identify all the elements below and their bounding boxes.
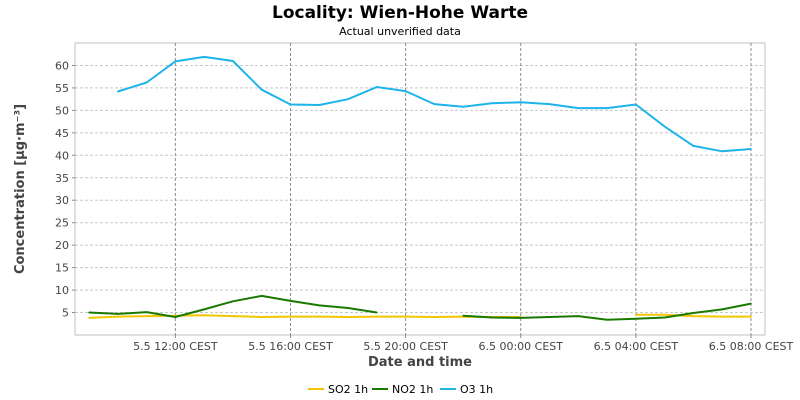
data-point <box>203 56 205 58</box>
data-point <box>174 316 177 318</box>
data-point <box>88 317 90 319</box>
data-point <box>318 315 321 318</box>
data-point <box>289 103 292 106</box>
data-point <box>692 145 695 147</box>
data-point <box>376 86 378 88</box>
data-point <box>289 300 292 302</box>
data-point <box>88 311 90 314</box>
data-point <box>750 315 752 318</box>
data-point <box>232 315 234 317</box>
data-point <box>750 148 752 150</box>
data-point <box>117 90 119 93</box>
data-point <box>289 315 292 318</box>
data-point <box>663 125 666 128</box>
y-tick-label: 20 <box>55 239 69 252</box>
data-point <box>404 315 407 318</box>
data-point <box>347 307 349 309</box>
data-point <box>203 308 205 311</box>
x-axis: 5.5 12:00 CEST 5.5 16:00 CEST 5.5 20:00 CE… <box>133 335 794 353</box>
y-tick-label: 10 <box>55 284 69 297</box>
data-point <box>692 312 695 314</box>
plot-area <box>74 42 766 336</box>
data-point <box>606 107 608 109</box>
data-point <box>145 315 148 317</box>
data-point <box>318 104 321 106</box>
data-point <box>376 311 378 314</box>
data-point <box>260 316 263 318</box>
data-point <box>721 308 723 311</box>
y-tick-label: 5 <box>62 307 69 320</box>
data-point <box>491 316 493 319</box>
series-layer <box>88 55 752 321</box>
grid-layer <box>75 43 765 335</box>
data-point <box>548 103 551 105</box>
legend-label: O3 1h <box>460 383 493 396</box>
y-tick-label: 25 <box>55 217 69 230</box>
series-no2-1h <box>88 294 752 321</box>
series-line <box>88 314 521 319</box>
y-tick-label: 55 <box>55 82 69 95</box>
data-point <box>635 103 637 106</box>
legend: SO2 1h NO2 1h O3 1h <box>308 383 493 396</box>
y-tick-label: 50 <box>55 104 69 117</box>
data-point <box>117 315 119 318</box>
data-point <box>577 315 580 317</box>
data-point <box>174 60 177 63</box>
data-point <box>433 103 436 105</box>
x-tick-label: 5.5 12:00 CEST <box>133 340 218 353</box>
data-point <box>663 316 666 319</box>
data-point <box>721 315 723 318</box>
data-point <box>232 60 234 62</box>
x-tick-label: 6.5 08:00 CEST <box>709 340 794 353</box>
data-point <box>260 295 263 297</box>
data-point <box>318 304 321 307</box>
data-point <box>548 316 551 318</box>
data-point <box>577 107 580 109</box>
x-axis-label: Date and time <box>368 355 472 370</box>
y-tick-label: 40 <box>55 149 69 162</box>
data-point <box>145 81 148 84</box>
data-point <box>635 314 637 316</box>
y-tick-label: 35 <box>55 172 69 185</box>
chart-subtitle: Actual unverified data <box>339 25 461 38</box>
y-axis: 5 10 15 20 25 30 35 40 45 50 55 60 <box>55 59 75 320</box>
data-point <box>232 300 234 303</box>
data-point <box>663 314 666 316</box>
data-point <box>433 316 436 318</box>
data-point <box>462 314 465 317</box>
x-tick-label: 5.5 16:00 CEST <box>248 340 333 353</box>
data-point <box>692 315 695 317</box>
data-point <box>260 88 263 91</box>
data-point <box>519 101 522 104</box>
data-point <box>376 315 378 318</box>
legend-label: NO2 1h <box>392 383 433 396</box>
y-tick-label: 15 <box>55 262 69 275</box>
data-point <box>117 313 119 315</box>
x-tick-label: 5.5 20:00 CEST <box>363 340 448 353</box>
data-point <box>721 150 723 153</box>
legend-label: SO2 1h <box>328 383 368 396</box>
y-tick-label: 60 <box>55 59 69 72</box>
data-point <box>145 311 148 313</box>
x-tick-label: 6.5 00:00 CEST <box>478 340 563 353</box>
data-point <box>462 106 465 108</box>
chart-title: Locality: Wien-Hohe Warte <box>272 3 528 23</box>
data-point <box>347 98 349 100</box>
data-point <box>203 314 205 317</box>
data-point <box>606 318 608 321</box>
series-o3-1h <box>117 55 752 153</box>
y-tick-label: 30 <box>55 194 69 207</box>
x-tick-label: 6.5 04:00 CEST <box>594 340 679 353</box>
data-point <box>635 318 637 320</box>
data-point <box>347 316 349 318</box>
data-point <box>750 302 752 305</box>
data-point <box>491 102 493 104</box>
y-axis-label: Concentration [µg·m⁻³] <box>13 104 28 274</box>
data-point <box>404 90 407 92</box>
y-tick-label: 45 <box>55 127 69 140</box>
data-point <box>519 317 522 319</box>
